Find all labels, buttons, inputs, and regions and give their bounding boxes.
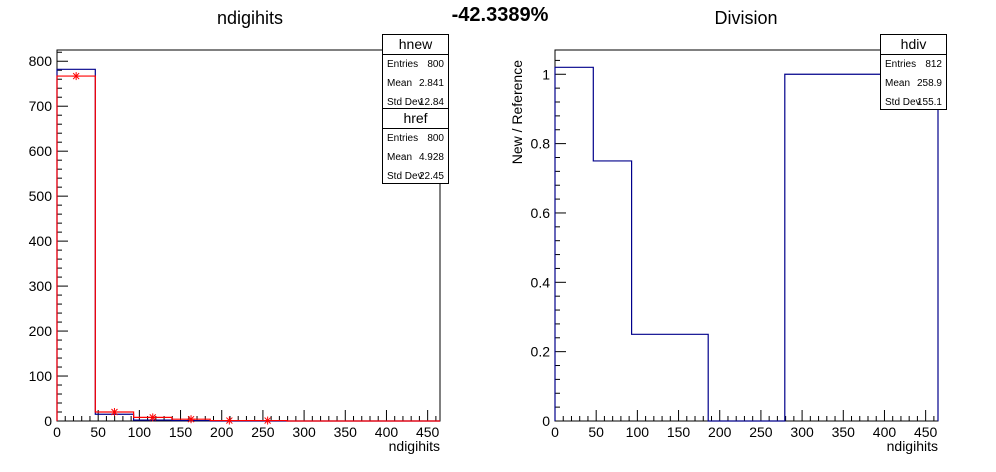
stats-box-hdiv: hdiv Entries 812 Mean 258.9 Std Dev 155.1 xyxy=(880,34,947,110)
y-tick-label: 0 xyxy=(44,413,52,429)
x-axis-label: ndigihits xyxy=(887,438,938,454)
stats-value: 258.9 xyxy=(916,78,942,89)
y-axis-label: New / Reference xyxy=(509,60,525,164)
marker-stroke xyxy=(225,417,233,424)
stats-box-href: href Entries 800 Mean 4.928 Std Dev 22.45 xyxy=(382,108,449,184)
x-tick-label: 450 xyxy=(914,424,938,440)
x-tick-label: 100 xyxy=(626,424,650,440)
stats-key: Entries xyxy=(885,59,917,70)
stats-key: Mean xyxy=(387,152,413,163)
x-tick-label: 250 xyxy=(749,424,773,440)
marker-href xyxy=(263,416,272,425)
right-plot-title: Division xyxy=(714,8,778,28)
x-tick-label: 350 xyxy=(334,424,358,440)
stats-title: hnew xyxy=(383,35,448,55)
y-tick-label: 800 xyxy=(29,53,53,69)
y-tick-label: 600 xyxy=(29,143,53,159)
percentage-difference: -42.3389% xyxy=(451,4,549,26)
y-tick-label: 300 xyxy=(29,278,53,294)
x-tick-label: 300 xyxy=(292,424,316,440)
stats-value: 800 xyxy=(427,133,444,144)
stats-title: href xyxy=(383,109,448,129)
marker-stroke xyxy=(149,414,157,421)
y-tick-label: 100 xyxy=(29,368,53,384)
x-tick-label: 0 xyxy=(53,424,61,440)
y-tick-label: 500 xyxy=(29,188,53,204)
stats-key: Entries xyxy=(387,133,419,144)
marker-href xyxy=(72,72,81,81)
stats-row-mean: Mean 258.9 xyxy=(881,74,946,93)
marker-href xyxy=(187,415,196,424)
stats-value: 800 xyxy=(427,59,444,70)
stats-key: Std Dev xyxy=(387,171,423,182)
stats-key: Entries xyxy=(387,59,419,70)
marker-stroke xyxy=(111,408,118,416)
stats-title: hdiv xyxy=(881,35,946,55)
x-tick-label: 350 xyxy=(832,424,856,440)
stats-key: Std Dev xyxy=(885,97,921,108)
stats-row-stddev: Std Dev 155.1 xyxy=(881,93,946,112)
x-axis-label: ndigihits xyxy=(389,438,440,454)
x-tick-label: 50 xyxy=(90,424,106,440)
y-tick-label: 0 xyxy=(542,413,550,429)
left-plot-title: ndigihits xyxy=(216,8,284,28)
marker-href xyxy=(148,413,157,422)
stats-key: Mean xyxy=(387,78,413,89)
x-tick-label: 400 xyxy=(375,424,399,440)
x-tick-label: 400 xyxy=(873,424,897,440)
x-tick-label: 150 xyxy=(667,424,691,440)
stats-key: Std Dev xyxy=(387,97,423,108)
stats-row-stddev: Std Dev 22.45 xyxy=(383,167,448,186)
y-tick-label: 0.2 xyxy=(531,344,551,360)
stats-value: 2.841 xyxy=(418,78,444,89)
x-tick-label: 100 xyxy=(128,424,152,440)
marker-href xyxy=(225,416,234,425)
stats-value: 12.84 xyxy=(418,97,444,108)
x-tick-label: 200 xyxy=(210,424,234,440)
stats-key: Mean xyxy=(885,78,911,89)
stats-row-stddev: Std Dev 12.84 xyxy=(383,93,448,112)
y-tick-label: 700 xyxy=(29,98,53,114)
marker-stroke xyxy=(264,417,272,424)
x-tick-label: 200 xyxy=(708,424,732,440)
y-tick-label: 400 xyxy=(29,233,53,249)
stats-box-hnew: hnew Entries 800 Mean 2.841 Std Dev 12.84 xyxy=(382,34,449,110)
stats-value: 155.1 xyxy=(916,97,942,108)
y-tick-label: 0.8 xyxy=(531,136,551,152)
x-tick-label: 150 xyxy=(169,424,193,440)
stats-row-mean: Mean 2.841 xyxy=(383,74,448,93)
histogram-hdiv xyxy=(554,66,939,422)
stats-value: 22.45 xyxy=(418,171,444,182)
y-tick-label: 1 xyxy=(542,66,550,82)
stats-row-entries: Entries 800 xyxy=(383,129,448,148)
marker-stroke xyxy=(187,415,195,423)
marker-stroke xyxy=(72,72,80,80)
stats-value: 4.928 xyxy=(418,152,444,163)
x-tick-label: 300 xyxy=(790,424,814,440)
y-tick-label: 0.6 xyxy=(531,205,551,221)
stats-row-mean: Mean 4.928 xyxy=(383,148,448,167)
histogram-href xyxy=(56,75,440,422)
x-tick-label: 250 xyxy=(251,424,275,440)
x-tick-label: 0 xyxy=(551,424,559,440)
right-plot: 0 50 100 150 200 250 300 350 400 450 0 0.2 0.4 0.6 0.8… xyxy=(509,49,939,454)
x-tick-label: 50 xyxy=(588,424,604,440)
y-tick-label: 200 xyxy=(29,323,53,339)
stats-row-entries: Entries 800 xyxy=(383,55,448,74)
stats-row-entries: Entries 812 xyxy=(881,55,946,74)
y-tick-label: 0.4 xyxy=(531,274,551,290)
left-plot: 0 50 100 150 200 250 300 350 400 450 0 100 200 300 400… xyxy=(29,49,441,454)
marker-href xyxy=(110,408,119,417)
x-tick-label: 450 xyxy=(416,424,440,440)
stats-value: 812 xyxy=(925,59,942,70)
